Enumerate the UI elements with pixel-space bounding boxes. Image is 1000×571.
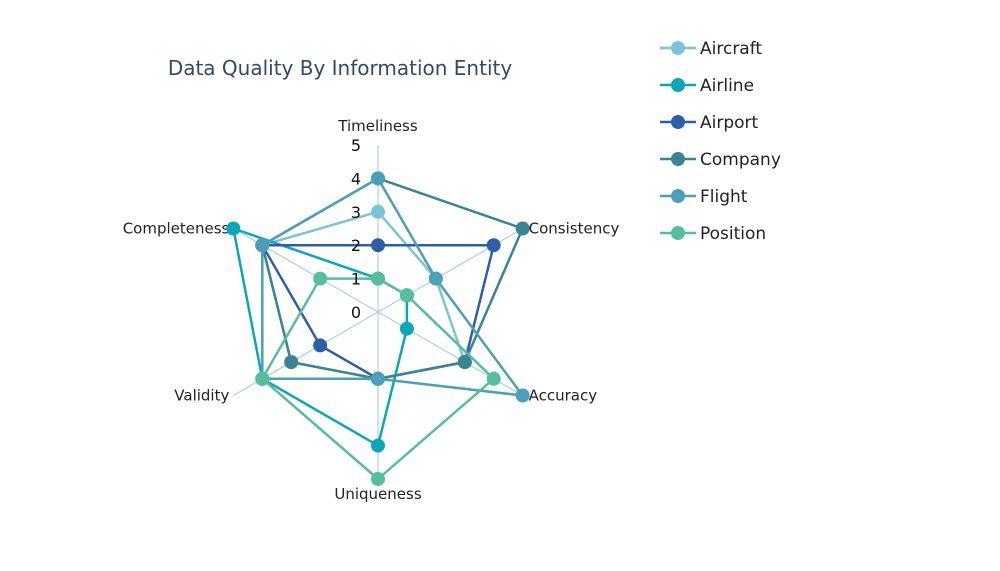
data-point[interactable] (371, 204, 385, 219)
axis-label: Uniqueness (334, 485, 421, 503)
data-point[interactable] (486, 238, 501, 253)
series-line (232, 227, 409, 447)
legend-label: Company (700, 150, 781, 170)
data-point[interactable] (313, 338, 328, 353)
legend-swatch-marker (671, 115, 685, 129)
legend-swatch-marker (671, 189, 685, 203)
radial-tick-label: 0 (351, 303, 361, 322)
legend-item-aircraft[interactable]: Aircraft (660, 39, 762, 59)
legend-item-position[interactable]: Position (660, 224, 766, 244)
radial-tick-label: 1 (351, 270, 361, 289)
axis-label: Consistency (529, 220, 620, 238)
data-point[interactable] (486, 371, 501, 386)
data-point[interactable] (371, 472, 385, 486)
series-line (261, 177, 524, 381)
data-point[interactable] (371, 271, 385, 286)
series-layer (226, 171, 530, 486)
data-point[interactable] (515, 388, 530, 403)
data-point[interactable] (371, 171, 385, 186)
data-point[interactable] (371, 371, 385, 386)
radial-tick-label: 2 (351, 236, 361, 255)
radial-tick-label: 5 (351, 136, 361, 155)
data-point[interactable] (428, 271, 443, 286)
axis-label: Timeliness (337, 117, 418, 135)
series-airline (226, 221, 414, 453)
data-point[interactable] (515, 221, 530, 236)
legend-item-company[interactable]: Company (660, 150, 781, 170)
radial-tick-label: 4 (351, 169, 361, 188)
axis-label: Accuracy (529, 387, 598, 405)
chart-title: Data Quality By Information Entity (168, 56, 513, 80)
radar-grid (233, 145, 523, 479)
axis-label: Validity (174, 387, 229, 405)
radial-tick-labels: 0 1 2 3 4 5 (351, 136, 361, 322)
legend-swatch-marker (671, 152, 685, 166)
legend-label: Position (700, 224, 766, 244)
data-point[interactable] (457, 355, 472, 370)
axis-labels: Timeliness Consistency Accuracy Uniqueness V… (123, 117, 620, 503)
legend-item-flight[interactable]: Flight (660, 187, 748, 207)
data-point[interactable] (255, 238, 270, 253)
data-point[interactable] (226, 221, 241, 236)
radial-tick-label: 3 (351, 203, 361, 222)
legend-swatch-marker (671, 78, 685, 92)
data-point[interactable] (255, 371, 270, 386)
legend-label: Aircraft (700, 39, 762, 59)
data-point[interactable] (371, 438, 385, 453)
axis-spoke (233, 311, 379, 396)
data-point[interactable] (313, 271, 328, 286)
data-point[interactable] (284, 355, 299, 370)
series-line (261, 210, 467, 381)
legend-swatch-marker (671, 41, 685, 55)
legend-label: Airport (700, 113, 759, 133)
legend-label: Airline (700, 76, 754, 96)
legend-item-airline[interactable]: Airline (660, 76, 754, 96)
data-point[interactable] (371, 238, 385, 253)
data-point[interactable] (399, 288, 414, 303)
legend[interactable]: Aircraft Airline Airport Company Flight Posit… (660, 39, 781, 244)
legend-label: Flight (700, 187, 748, 207)
legend-item-airport[interactable]: Airport (660, 113, 759, 133)
series-position (255, 271, 501, 486)
data-point[interactable] (399, 321, 414, 336)
axis-label: Completeness (123, 220, 230, 238)
legend-swatch-marker (671, 226, 685, 240)
